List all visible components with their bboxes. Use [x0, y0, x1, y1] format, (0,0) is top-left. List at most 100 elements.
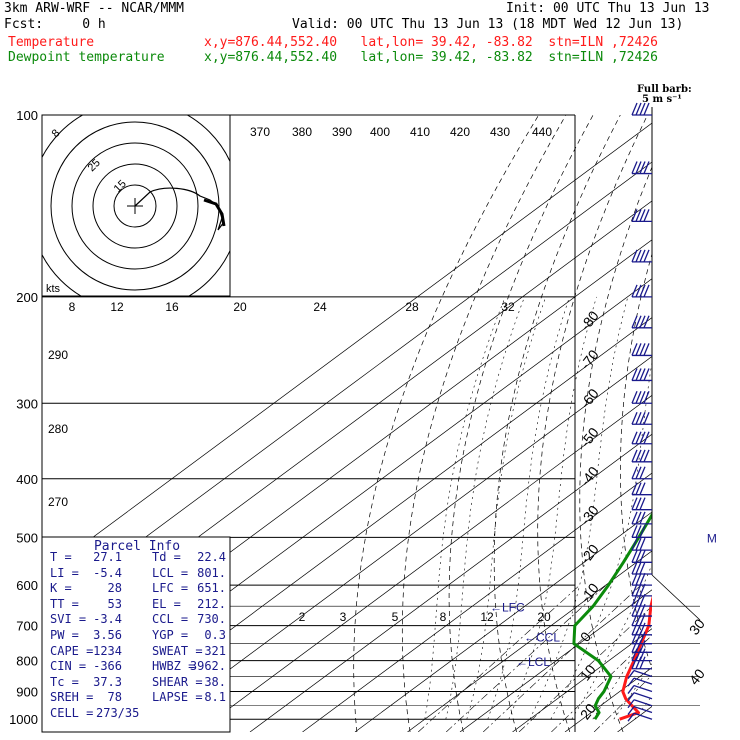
parcel-info-cell: 27.1 — [93, 550, 122, 564]
wind-barb-feather — [639, 368, 646, 381]
parcel-info-cell: Tc = — [50, 674, 79, 689]
wind-barb-feather — [631, 249, 638, 263]
theta-label: 420 — [450, 125, 470, 139]
wind-barb-feather — [639, 631, 646, 644]
wind-barb-feather — [635, 315, 642, 329]
model-title: 3km ARW-WRF -- NCAR/MMM — [4, 1, 185, 16]
wind-barb-feather — [639, 583, 646, 597]
dry-adiabat-line — [448, 115, 594, 732]
wind-barb — [631, 391, 652, 404]
moist-adiabat-line — [424, 296, 506, 720]
mixing-ratio-label: 16 — [165, 300, 179, 314]
wind-barb-feather — [643, 315, 650, 329]
wind-barb-feather — [635, 497, 642, 510]
pressure-tick-label: 200 — [16, 290, 38, 305]
parcel-info-cell: 730. — [197, 612, 226, 627]
parcel-info-cell: HWBZ = — [152, 659, 196, 674]
isotherm-label: -10 — [577, 580, 602, 606]
wind-barb-feather — [635, 511, 642, 525]
level-marker-lcl: ←LCL — [516, 655, 550, 669]
moist-adiabat-line — [550, 360, 652, 720]
parcel-info-cell: 273/35 — [96, 706, 140, 720]
isotherm-line — [92, 317, 652, 732]
grid-lines — [42, 115, 652, 732]
wind-barb-feather — [639, 561, 646, 575]
mixing-ratio-label: 8 — [440, 610, 447, 624]
parcel-info-cell: SREH = — [50, 690, 94, 705]
wind-barb-feather — [635, 525, 642, 538]
wind-barb-feather — [635, 368, 642, 381]
parcel-info-cell: SHEAR = — [152, 674, 203, 689]
wind-barb-feather — [643, 412, 650, 425]
pressure-tick-label: 1000 — [9, 712, 38, 727]
isotherm-line — [302, 472, 652, 732]
wind-barb-feather — [635, 412, 642, 425]
parcel-info-cell: YGP = — [152, 628, 189, 642]
wind-barb-feather — [639, 572, 646, 586]
wind-barb-feather — [635, 572, 642, 586]
wind-barb-flag — [627, 712, 635, 722]
theta-label: 410 — [410, 125, 430, 139]
parcel-info-cell: CIN = — [50, 659, 87, 674]
isotherm-line — [459, 589, 652, 732]
pressure-tick-label: 300 — [16, 396, 38, 411]
wind-barb — [631, 511, 652, 525]
wind-barb-flag — [627, 699, 635, 709]
wind-barb — [631, 209, 652, 223]
wind-barb-feather — [643, 209, 650, 222]
wind-barb-feather — [631, 449, 638, 463]
wind-barb-feather — [631, 497, 638, 510]
theta-label: 440 — [532, 125, 552, 139]
wind-barb-feather — [639, 449, 646, 463]
wind-barb-feather — [639, 656, 646, 669]
wind-barb-feather — [643, 161, 650, 174]
wind-barb — [631, 537, 652, 551]
wind-barb-feather — [631, 482, 638, 495]
wind-barb — [631, 249, 652, 263]
dewpoint-legend: Dewpoint temperature — [8, 50, 165, 65]
pressure-tick-label: 500 — [16, 530, 38, 545]
temperature-line — [619, 595, 652, 721]
wind-barb-staff — [633, 712, 653, 720]
dry-adiabat-line — [537, 115, 648, 732]
isotherm-line — [512, 628, 652, 732]
level-marker-ccl: ←CCL — [524, 631, 560, 645]
parcel-info-cell: EL = — [152, 596, 181, 611]
wind-barb-feather — [643, 102, 650, 116]
wind-barb-feather — [635, 550, 642, 563]
wind-barb-feather — [631, 209, 638, 222]
parcel-info-cell: 0.3 — [204, 628, 226, 642]
isotherm-line — [407, 550, 652, 732]
parcel-info-cell: 22.4 — [197, 550, 226, 564]
parcel-info-cell: 801. — [197, 565, 226, 580]
barb-legend-value: 5 m s⁻¹ — [642, 94, 682, 105]
mixing-ratio-label: 12 — [110, 300, 124, 314]
wind-barb-feather — [631, 368, 638, 381]
wind-barb — [631, 161, 652, 175]
isotherm-line — [249, 433, 652, 732]
isotherm-line — [197, 394, 652, 732]
parcel-info-cell: CELL = — [50, 706, 94, 720]
wind-barb-feather — [635, 431, 642, 444]
parcel-info-cell: 78 — [107, 690, 122, 705]
wind-barb — [627, 699, 653, 709]
wind-barb-feather — [639, 525, 646, 538]
mixing-ratio-label: 20 — [233, 300, 247, 314]
barb-legend-title: Full barb: — [637, 84, 692, 95]
mixing-ratio-line — [417, 584, 580, 732]
parcel-info-title: Parcel Info — [93, 539, 181, 554]
wind-barb-feather — [639, 161, 646, 174]
parcel-info-cell: SWEAT = — [152, 643, 203, 658]
wind-barb — [631, 482, 652, 496]
wind-barb-flag — [627, 670, 635, 679]
parcel-info-cell: 212. — [197, 596, 226, 611]
pressure-tick-label: 900 — [16, 685, 38, 700]
mixing-ratio-line — [482, 584, 642, 732]
pressure-tick-label: 700 — [16, 619, 38, 634]
isotherm-line — [354, 511, 652, 732]
wind-barb-staff — [633, 692, 653, 700]
mixing-ratio-line — [593, 674, 652, 732]
wind-barb-feather — [639, 622, 646, 636]
wind-barb-feather — [639, 648, 646, 661]
wind-barb-feather — [631, 315, 638, 329]
